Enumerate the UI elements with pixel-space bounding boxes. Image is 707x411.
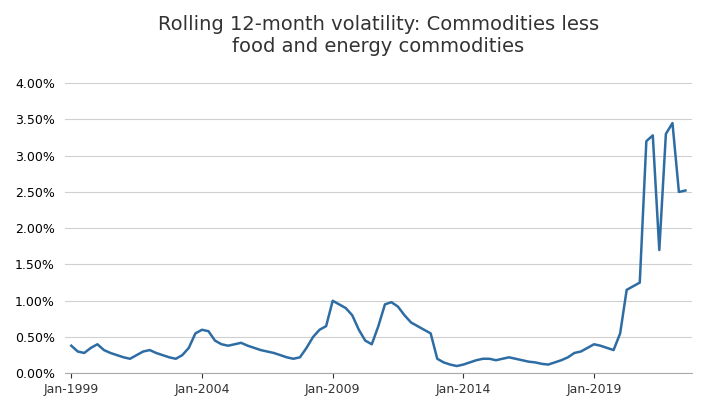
Title: Rolling 12-month volatility: Commodities less
food and energy commodities: Rolling 12-month volatility: Commodities…: [158, 15, 599, 56]
